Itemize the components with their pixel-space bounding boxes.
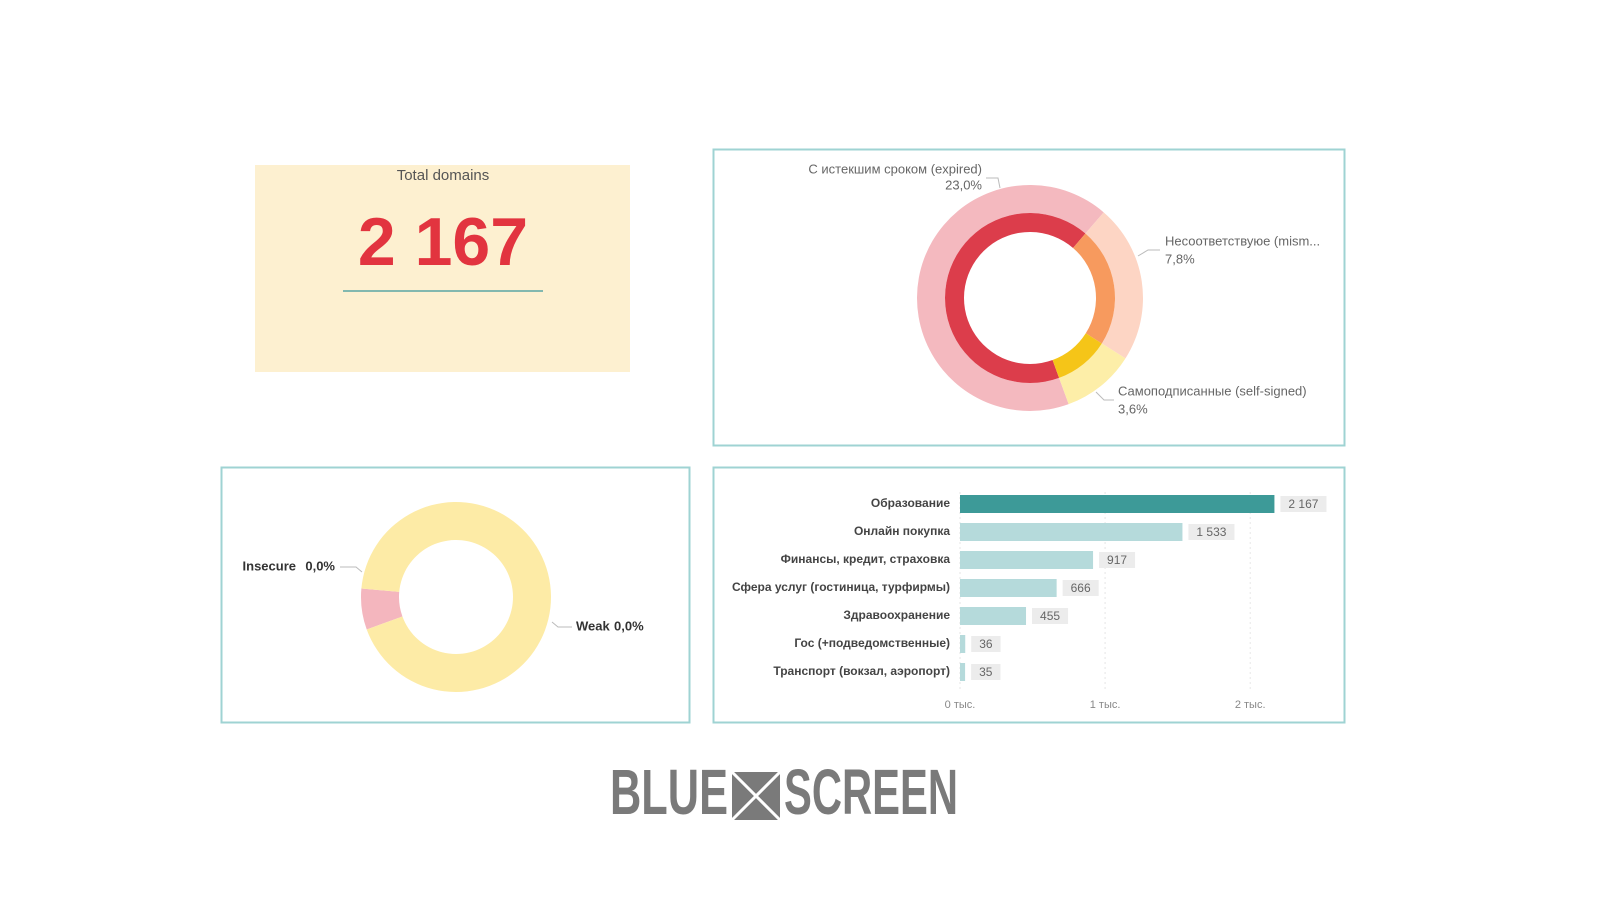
- logo-right: SCREEN: [784, 756, 958, 828]
- value-label-box: [1062, 580, 1099, 596]
- panel: [712, 466, 1346, 724]
- donut-segment: [361, 588, 403, 630]
- bar: [960, 635, 966, 653]
- slice-label: Самоподписанные (self-signed): [1118, 383, 1307, 398]
- donut-segment: [1052, 333, 1102, 378]
- slice-value: 0,0%: [305, 558, 335, 573]
- value-label-box: [971, 664, 1001, 680]
- bar: [960, 663, 966, 681]
- value-label: 666: [1071, 581, 1091, 595]
- slice-label: Несоответствуюе (mism...: [1165, 233, 1320, 248]
- value-label: 36: [979, 637, 993, 651]
- slice-label: Insecure: [243, 558, 296, 573]
- donut-segment: [917, 185, 1104, 412]
- value-label-box: [1188, 524, 1235, 540]
- leader-lines: [340, 177, 1160, 628]
- category-label: Здравоохранение: [843, 608, 950, 622]
- logo-cross: [730, 770, 782, 822]
- category-label: Транспорт (вокзал, аэропорт): [773, 664, 950, 678]
- slice-value: 23,0%: [945, 177, 982, 192]
- logo-left: BLUE: [610, 756, 728, 828]
- value-label-box: [1099, 552, 1136, 568]
- category-label: Сфера услуг (гостиница, турфирмы): [732, 580, 950, 594]
- leader-line: [551, 621, 572, 628]
- panel: [712, 148, 1346, 447]
- donut-segment: [1059, 343, 1126, 405]
- value-label: 1 533: [1196, 525, 1226, 539]
- slice-label: С истекшим сроком (expired): [808, 161, 982, 176]
- category-label: Онлайн покупка: [854, 524, 950, 538]
- kpi-card: [255, 165, 630, 372]
- kpi-value: 2 167: [358, 204, 528, 280]
- value-label: 2 167: [1288, 497, 1318, 511]
- slice-label: Weak: [576, 618, 610, 633]
- donut-segment: [361, 502, 551, 693]
- leader-line: [340, 566, 363, 573]
- value-label-box: [1280, 496, 1327, 512]
- value-label: 917: [1107, 553, 1127, 567]
- category-label: Гос (+подведомственные): [794, 636, 950, 650]
- leader-line: [1137, 249, 1160, 257]
- kpi-title: Total domains: [397, 167, 490, 184]
- leader-line: [986, 177, 1001, 189]
- x-tick-label: 2 тыс.: [1235, 699, 1266, 711]
- donut-segment: [945, 213, 1086, 383]
- value-label-box: [971, 636, 1001, 652]
- value-label-box: [1032, 608, 1069, 624]
- x-tick-label: 0 тыс.: [945, 699, 976, 711]
- slice-value: 7,8%: [1165, 251, 1195, 266]
- slice-value: 0,0%: [614, 618, 644, 633]
- panel: [220, 466, 691, 724]
- bar: [960, 579, 1057, 597]
- value-label: 455: [1040, 609, 1060, 623]
- bar: [960, 607, 1027, 625]
- bar: [960, 551, 1094, 569]
- category-label: Образование: [871, 496, 950, 510]
- leader-line: [1095, 391, 1114, 401]
- bar: [960, 523, 1183, 541]
- logo-icon: [730, 770, 782, 822]
- category-label: Финансы, кредит, страховка: [781, 552, 951, 566]
- x-tick-label: 1 тыс.: [1090, 699, 1121, 711]
- donut-segment: [1085, 212, 1143, 359]
- bar: [960, 495, 1275, 513]
- value-label: 35: [979, 665, 993, 679]
- slice-value: 3,6%: [1118, 401, 1148, 416]
- donut-segment: [1073, 233, 1116, 344]
